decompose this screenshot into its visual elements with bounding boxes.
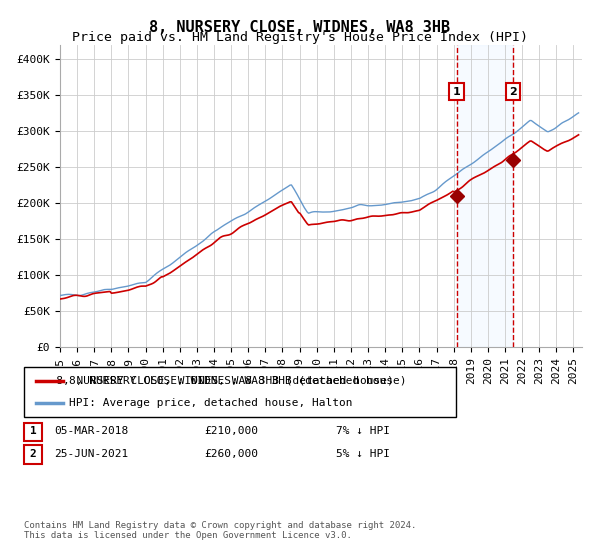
Text: 8, NURSERY CLOSE, WIDNES, WA8 3HB: 8, NURSERY CLOSE, WIDNES, WA8 3HB [149, 20, 451, 35]
Text: 8, NURSERY CLOSE, WIDNES, WA8 3HB (detached house): 8, NURSERY CLOSE, WIDNES, WA8 3HB (detac… [69, 376, 407, 386]
Text: 2: 2 [29, 449, 37, 459]
Text: 1: 1 [452, 87, 460, 96]
Text: —— 8, NURSERY CLOSE, WIDNES, WA8 3HB (detached house): —— 8, NURSERY CLOSE, WIDNES, WA8 3HB (de… [36, 376, 394, 386]
Text: 1: 1 [29, 426, 37, 436]
Text: 2: 2 [509, 87, 517, 96]
Text: £210,000: £210,000 [204, 426, 258, 436]
Text: HPI: Average price, detached house, Halton: HPI: Average price, detached house, Halt… [69, 398, 353, 408]
Text: £260,000: £260,000 [204, 449, 258, 459]
Text: 5% ↓ HPI: 5% ↓ HPI [336, 449, 390, 459]
Text: 25-JUN-2021: 25-JUN-2021 [54, 449, 128, 459]
Text: Price paid vs. HM Land Registry's House Price Index (HPI): Price paid vs. HM Land Registry's House … [72, 31, 528, 44]
Text: Contains HM Land Registry data © Crown copyright and database right 2024.
This d: Contains HM Land Registry data © Crown c… [24, 521, 416, 540]
Bar [457, 45, 513, 347]
Text: 05-MAR-2018: 05-MAR-2018 [54, 426, 128, 436]
Text: 7% ↓ HPI: 7% ↓ HPI [336, 426, 390, 436]
